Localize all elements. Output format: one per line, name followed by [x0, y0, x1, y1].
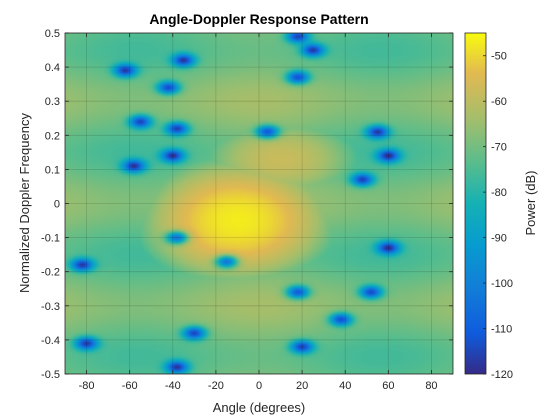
heatmap-image: [65, 33, 453, 374]
colorbar-tick-label: -110: [491, 324, 512, 336]
chart-title: Angle-Doppler Response Pattern: [149, 11, 368, 27]
y-tick-label: 0.2: [45, 130, 60, 142]
y-tick-label: -0.5: [41, 369, 60, 381]
x-axis-ticks: -80 -60 -40 -20 0 20 40 60 80: [79, 33, 438, 392]
y-tick-label: 0.4: [45, 62, 60, 74]
x-tick-label: -40: [165, 380, 181, 392]
y-axis-label: Normalized Doppler Frequency: [17, 113, 32, 293]
y-tick-label: -0.2: [41, 267, 60, 279]
y-tick-label: 0.5: [45, 28, 60, 40]
x-tick-label: 20: [296, 380, 308, 392]
colorbar-label: Power (dB): [523, 170, 538, 235]
x-tick-label: -20: [208, 380, 224, 392]
y-tick-label: 0: [54, 199, 60, 211]
x-tick-label: 80: [425, 380, 437, 392]
y-tick-label: 0.1: [45, 164, 60, 176]
colorbar-tick-label: -50: [491, 51, 507, 63]
grid: [65, 32, 453, 375]
colorbar-tick-label: -120: [491, 369, 513, 381]
colorbar-tick-label: -70: [491, 142, 507, 154]
colorbar-ticks: -120 -110 -100 -90 -80 -70 -60 -50: [483, 51, 513, 381]
x-tick-label: 40: [339, 380, 351, 392]
colorbar-tick-label: -60: [491, 96, 507, 108]
x-tick-label: 0: [256, 380, 262, 392]
colorbar-frame: [464, 32, 487, 375]
y-tick-label: -0.4: [41, 335, 60, 347]
y-tick-label: -0.1: [41, 233, 60, 245]
x-tick-label: -80: [79, 380, 95, 392]
y-axis-ticks: -0.5 -0.4 -0.3 -0.2 -0.1 0 0.1 0.2 0.3 0.4 0.5: [41, 28, 453, 381]
x-axis-label: Angle (degrees): [213, 400, 306, 415]
colorbar-tick-label: -90: [491, 233, 507, 245]
y-tick-label: 0.3: [45, 96, 60, 108]
y-tick-label: -0.3: [41, 301, 60, 313]
x-tick-label: 60: [382, 380, 394, 392]
x-tick-label: -60: [122, 380, 138, 392]
colorbar: [465, 33, 486, 374]
colorbar-tick-label: -100: [491, 278, 513, 290]
colorbar-tick-label: -80: [491, 187, 507, 199]
